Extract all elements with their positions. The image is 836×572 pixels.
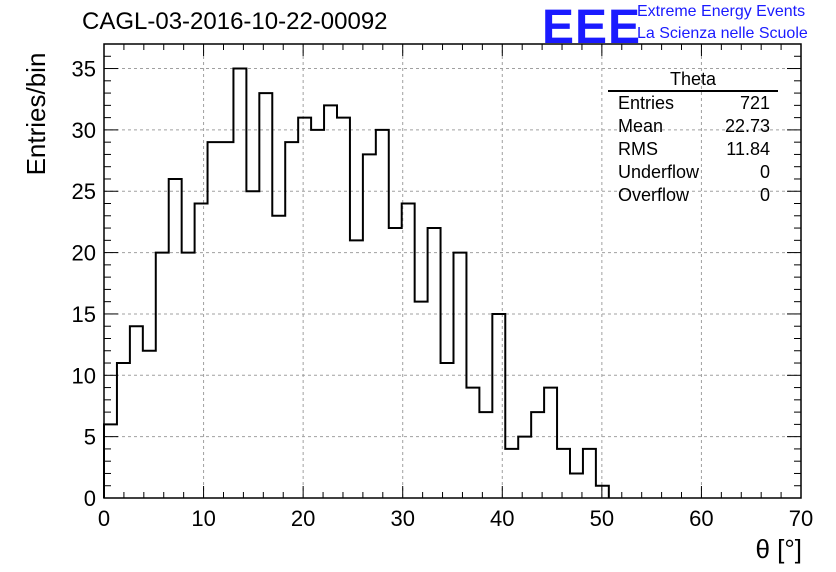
- x-tick-label: 30: [390, 506, 414, 531]
- stats-value: 11.84: [726, 139, 770, 159]
- histogram-bin: [285, 142, 298, 498]
- histogram-bin: [350, 240, 363, 498]
- stats-label: Overflow: [618, 185, 690, 205]
- histogram-bin: [518, 437, 531, 498]
- histogram-bin: [233, 69, 246, 498]
- chart-title: CAGL-03-2016-10-22-00092: [82, 8, 388, 35]
- histogram-bin: [195, 204, 208, 498]
- histogram-bin: [466, 388, 479, 498]
- x-tick-label: 50: [590, 506, 614, 531]
- histogram-bin: [246, 191, 259, 498]
- histogram-bin: [505, 449, 518, 498]
- histogram-bin: [220, 142, 233, 498]
- stats-label: Underflow: [618, 162, 700, 182]
- histogram-bin: [492, 314, 505, 498]
- histogram-bin: [272, 216, 285, 498]
- histogram-bin: [208, 142, 221, 498]
- stats-box: Theta Entries 721 Mean 22.73 RMS 11.84 U…: [608, 68, 778, 207]
- x-tick-label: 10: [191, 506, 215, 531]
- histogram-bin: [479, 412, 492, 498]
- x-tick-label: 0: [98, 506, 110, 531]
- logo-line-1: Extreme Energy Events: [637, 3, 806, 20]
- histogram-bin: [143, 351, 156, 498]
- x-tick-label: 20: [291, 506, 315, 531]
- y-tick-label: 10: [72, 363, 96, 388]
- stats-label: RMS: [618, 139, 658, 159]
- histogram-bin: [169, 179, 182, 498]
- histogram-outline: [103, 67, 610, 498]
- stats-row-entries: Entries 721: [608, 92, 778, 115]
- histogram-bin: [415, 302, 428, 498]
- histogram-bin: [363, 154, 376, 498]
- y-tick-label: 20: [72, 241, 96, 266]
- y-tick-label: 5: [84, 425, 96, 450]
- y-tick-label: 35: [72, 57, 96, 82]
- histogram-bin: [402, 204, 415, 498]
- histogram-bin: [298, 118, 311, 498]
- stats-label: Entries: [618, 93, 675, 113]
- stats-label: Mean: [618, 116, 664, 136]
- x-tick-label: 70: [789, 506, 813, 531]
- histogram-bin: [428, 228, 441, 498]
- histogram-bin: [557, 449, 570, 498]
- y-tick-label: 0: [84, 486, 96, 511]
- stats-row-overflow: Overflow 0: [608, 184, 778, 207]
- y-tick-label: 30: [72, 118, 96, 143]
- histogram-bin: [544, 388, 557, 498]
- stats-row-mean: Mean 22.73: [608, 115, 778, 138]
- histogram-bin: [531, 412, 544, 498]
- stats-value: 0: [759, 185, 770, 205]
- histogram-bin: [117, 363, 130, 498]
- stats-title: Theta: [608, 68, 778, 92]
- histogram-bin: [337, 118, 350, 498]
- logo-line-2: La Scienza nelle Scuole: [637, 25, 808, 42]
- y-axis-label: Entries/bin: [21, 52, 51, 176]
- histogram-bin: [324, 105, 337, 498]
- stats-value: 22.73: [724, 116, 770, 136]
- x-axis-label: θ [°]: [755, 534, 802, 564]
- stats-row-rms: RMS 11.84: [608, 138, 778, 161]
- histogram-bin: [583, 449, 596, 498]
- x-tick-label: 40: [490, 506, 514, 531]
- stats-value: 721: [739, 93, 770, 113]
- histogram-bin: [389, 228, 402, 498]
- y-tick-label: 15: [72, 302, 96, 327]
- stats-value: 0: [759, 162, 770, 182]
- stats-row-underflow: Underflow 0: [608, 161, 778, 184]
- histogram-bin: [441, 363, 454, 498]
- y-tick-label: 25: [72, 179, 96, 204]
- histogram-bin: [130, 326, 143, 498]
- eee-logo: EEE: [542, 1, 642, 54]
- plot-frame: [103, 43, 802, 499]
- histogram-bin: [570, 473, 583, 498]
- x-tick-label: 60: [689, 506, 713, 531]
- histogram-bin: [259, 93, 272, 498]
